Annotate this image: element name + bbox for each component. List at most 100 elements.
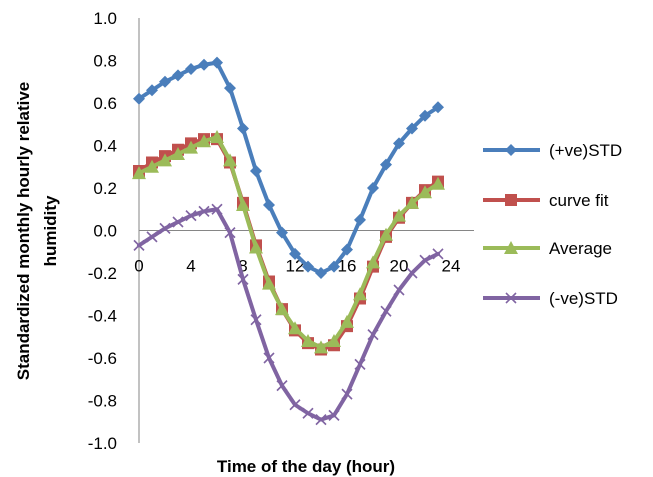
x-tick-label: 20 <box>390 257 409 276</box>
y-axis-title-line: Standardized monthly hourly relative <box>14 82 33 381</box>
data-point <box>341 388 353 400</box>
x-tick-label: 8 <box>238 257 247 276</box>
series-3 <box>132 130 445 354</box>
data-point <box>392 208 406 222</box>
legend-item: (-ve)STD <box>483 289 618 308</box>
data-point <box>419 254 431 266</box>
data-point <box>276 226 288 239</box>
data-point <box>249 240 263 254</box>
x-tick-label: 0 <box>134 257 143 276</box>
series-4 <box>133 203 444 426</box>
data-point <box>288 321 302 335</box>
data-point <box>315 267 327 279</box>
legend-label: Average <box>549 239 612 258</box>
data-point <box>393 284 405 296</box>
data-point <box>328 409 340 421</box>
data-point <box>406 122 418 135</box>
data-point <box>172 69 184 82</box>
legend-label: (+ve)STD <box>549 141 622 160</box>
data-point <box>301 334 315 347</box>
x-tick-labels: 0 4 8 12 16 20 24 <box>134 257 460 276</box>
data-point <box>223 153 237 167</box>
data-point <box>263 199 275 211</box>
y-tick-label: 0.6 <box>93 94 117 113</box>
y-axis-title: Standardized monthly hourly relative humi… <box>14 82 60 381</box>
y-tick-label: 0.8 <box>93 52 117 71</box>
data-point <box>405 195 419 209</box>
x-tick-label: 16 <box>338 257 357 276</box>
data-point <box>146 84 158 97</box>
legend-item: curve fit <box>483 191 609 210</box>
data-point <box>159 222 171 234</box>
data-point <box>133 92 145 105</box>
data-point <box>211 203 223 215</box>
data-point <box>327 334 341 347</box>
legend-label: (-ve)STD <box>549 289 618 308</box>
y-tick-label: -0.6 <box>88 349 117 368</box>
data-point <box>302 407 314 419</box>
legend-label: curve fit <box>549 191 609 210</box>
data-point <box>198 205 210 217</box>
data-point <box>159 75 171 88</box>
data-point <box>380 305 392 317</box>
data-point <box>328 260 340 273</box>
data-point <box>367 182 379 194</box>
data-point <box>432 248 444 260</box>
y-axis: 1.0 0.8 0.6 0.4 0.2 0.0 -0.2 -0.4 -0.6 -0.8 -1.0 <box>88 9 140 453</box>
data-point <box>353 287 367 301</box>
data-point <box>237 273 249 285</box>
data-point <box>393 137 405 150</box>
data-point <box>379 227 393 241</box>
data-point <box>184 140 198 154</box>
data-point <box>275 302 289 316</box>
data-point <box>505 292 517 304</box>
data-point <box>146 231 158 243</box>
data-point <box>432 101 444 114</box>
data-point <box>224 82 236 95</box>
y-tick-label: -1.0 <box>88 434 117 453</box>
data-point <box>237 122 249 135</box>
data-point <box>236 198 250 211</box>
y-tick-label: 0.0 <box>93 222 117 241</box>
data-point <box>158 153 172 167</box>
data-point <box>224 227 236 239</box>
data-point <box>210 130 224 143</box>
data-point <box>354 213 366 226</box>
data-point <box>419 109 431 122</box>
data-point <box>211 56 223 69</box>
y-tick-label: 0.2 <box>93 179 117 198</box>
data-point <box>250 165 262 177</box>
data-point <box>250 314 262 326</box>
data-point <box>172 216 184 228</box>
data-point <box>263 352 275 364</box>
data-point <box>505 194 517 206</box>
data-point <box>197 134 211 148</box>
data-point <box>431 176 445 190</box>
y-tick-label: -0.2 <box>88 264 117 283</box>
legend-item: (+ve)STD <box>483 141 622 160</box>
data-point <box>185 210 197 222</box>
data-point <box>289 247 301 260</box>
data-point <box>171 147 185 160</box>
data-point <box>145 159 159 173</box>
data-point <box>314 340 328 354</box>
x-axis-title: Time of the day (hour) <box>217 457 395 476</box>
data-point <box>133 239 145 251</box>
legend-item: Average <box>483 239 612 258</box>
y-tick-label: -0.4 <box>88 307 117 326</box>
data-point <box>289 399 301 411</box>
data-point <box>132 166 146 180</box>
legend: (+ve)STD curve fit Average (-ve)STD <box>483 141 622 308</box>
y-axis-title-line: humidity <box>41 195 60 266</box>
data-point <box>185 63 197 75</box>
data-point <box>366 255 380 269</box>
data-point <box>198 58 210 71</box>
x-axis: 0 4 8 12 16 20 24 <box>134 230 474 276</box>
x-tick-label: 4 <box>186 257 195 276</box>
data-point <box>504 241 518 254</box>
y-tick-label: 1.0 <box>93 9 117 28</box>
data-point <box>341 243 353 256</box>
data-point <box>302 260 314 273</box>
y-tick-labels: 1.0 0.8 0.6 0.4 0.2 0.0 -0.2 -0.4 -0.6 -0.8 -1.0 <box>88 9 117 453</box>
